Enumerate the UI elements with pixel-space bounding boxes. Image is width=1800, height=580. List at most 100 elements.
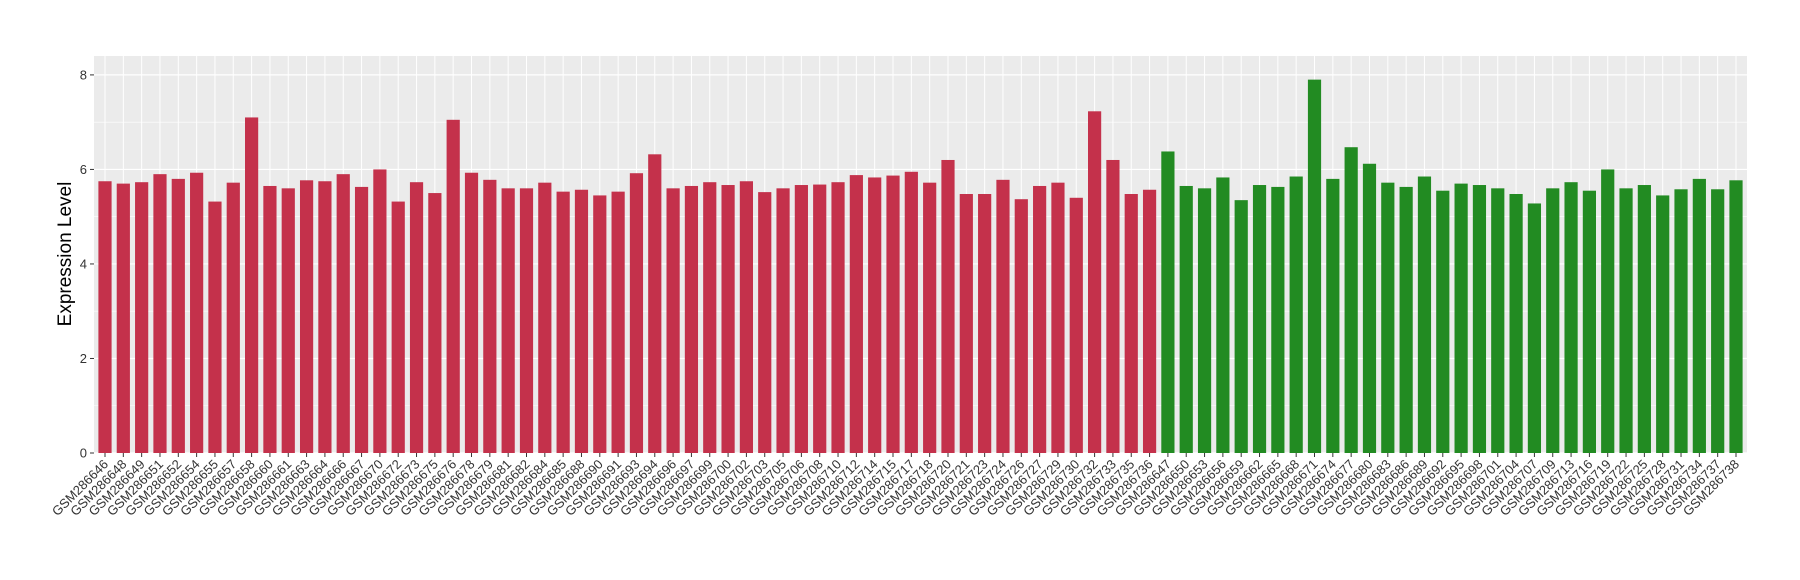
bar-GSM286654 <box>190 172 204 453</box>
bar-GSM286658 <box>245 117 259 453</box>
bar-GSM286713 <box>1564 182 1578 454</box>
bar-GSM286668 <box>1289 176 1303 453</box>
bar-GSM286736 <box>1142 189 1157 453</box>
bar-GSM286652 <box>171 178 185 453</box>
y-tick-label: 0 <box>80 446 87 461</box>
bar-GSM286705 <box>776 188 790 454</box>
bar-GSM286678 <box>464 172 479 453</box>
bar-GSM286731 <box>1674 189 1688 453</box>
bar-GSM286710 <box>831 182 845 454</box>
bar-GSM286737 <box>1711 189 1725 453</box>
bar-GSM286735 <box>1124 194 1138 453</box>
bar-GSM286729 <box>1051 182 1065 453</box>
bar-GSM286718 <box>923 182 937 453</box>
bar-GSM286725 <box>1637 185 1651 453</box>
bar-GSM286673 <box>409 182 424 454</box>
bar-GSM286675 <box>428 193 442 454</box>
bar-GSM286698 <box>1472 185 1487 453</box>
bar-GSM286720 <box>941 159 955 453</box>
bar-GSM286716 <box>1582 190 1596 454</box>
bar-GSM286655 <box>208 201 222 453</box>
bar-GSM286677 <box>1344 147 1358 454</box>
bar-GSM286667 <box>354 186 369 454</box>
bar-GSM286659 <box>1234 200 1248 453</box>
y-tick-label: 8 <box>80 67 87 82</box>
y-axis-title: Expression Level <box>55 182 76 327</box>
bar-GSM286728 <box>1656 195 1670 454</box>
bar-GSM286700 <box>721 185 735 453</box>
bar-GSM286647 <box>1161 151 1175 453</box>
bar-GSM286730 <box>1069 197 1083 453</box>
bar-GSM286696 <box>666 188 680 454</box>
bar-GSM286704 <box>1509 194 1523 453</box>
bar-GSM286727 <box>1033 185 1047 453</box>
bar-GSM286733 <box>1106 159 1120 453</box>
bar-GSM286646 <box>98 181 112 453</box>
bar-GSM286726 <box>1014 199 1028 453</box>
bar-GSM286664 <box>318 181 332 453</box>
bar-GSM286666 <box>336 174 350 453</box>
bar-GSM286719 <box>1601 169 1615 453</box>
bar-GSM286688 <box>574 189 589 453</box>
bar-GSM286692 <box>1436 190 1450 454</box>
bar-GSM286672 <box>391 201 405 453</box>
bar-GSM286681 <box>501 188 515 454</box>
bar-GSM286717 <box>904 171 918 453</box>
bar-GSM286701 <box>1491 188 1505 454</box>
bar-GSM286670 <box>373 169 387 453</box>
bar-GSM286648 <box>116 183 130 453</box>
bar-GSM286684 <box>538 182 552 453</box>
y-tick-label: 6 <box>80 162 87 177</box>
bar-GSM286702 <box>739 181 754 453</box>
bar-GSM286722 <box>1619 188 1633 454</box>
bar-GSM286690 <box>593 195 607 454</box>
bar-GSM286691 <box>611 191 625 453</box>
bar-GSM286707 <box>1527 203 1542 453</box>
bar-GSM286721 <box>959 194 973 453</box>
bar-GSM286694 <box>648 154 662 454</box>
bar-GSM286738 <box>1729 180 1743 453</box>
bars <box>98 79 1743 454</box>
y-tick-label: 2 <box>80 351 87 366</box>
bar-GSM286660 <box>263 185 277 453</box>
bar-GSM286683 <box>1381 182 1395 453</box>
bar-GSM286693 <box>629 173 644 453</box>
y-axis: 0 2 4 6 8 <box>80 67 94 461</box>
bar-GSM286674 <box>1326 178 1340 453</box>
bar-GSM286703 <box>758 192 772 453</box>
bar-GSM286649 <box>135 182 149 454</box>
bar-GSM286661 <box>281 188 295 454</box>
bar-GSM286689 <box>1417 176 1432 453</box>
bar-GSM286676 <box>446 119 460 453</box>
bar-GSM286706 <box>794 185 808 453</box>
bar-GSM286656 <box>1216 177 1230 454</box>
bar-GSM286715 <box>886 175 900 453</box>
bar-GSM286724 <box>996 179 1010 454</box>
bar-GSM286657 <box>226 182 240 453</box>
bar-GSM286671 <box>1307 79 1322 453</box>
bar-GSM286708 <box>813 184 827 454</box>
bar-GSM286665 <box>1271 186 1285 454</box>
bar-GSM286695 <box>1454 183 1468 453</box>
x-axis: GSM286646GSM286648GSM286649GSM286651GSM2… <box>49 453 1742 519</box>
bar-GSM286653 <box>1197 188 1212 454</box>
y-tick-label: 4 <box>80 256 87 271</box>
bar-GSM286714 <box>868 177 882 454</box>
bar-GSM286680 <box>1362 163 1377 453</box>
bar-GSM286734 <box>1692 178 1706 453</box>
bar-GSM286723 <box>978 194 992 453</box>
bar-GSM286651 <box>153 174 167 453</box>
bar-GSM286686 <box>1399 186 1413 454</box>
bar-GSM286679 <box>483 179 497 454</box>
bar-GSM286732 <box>1087 111 1102 454</box>
bar-GSM286685 <box>556 191 570 453</box>
bar-GSM286697 <box>684 185 699 453</box>
bar-GSM286712 <box>849 175 863 453</box>
bar-GSM286699 <box>703 182 717 454</box>
bar-GSM286662 <box>1252 185 1267 453</box>
bar-GSM286682 <box>519 188 534 454</box>
bar-GSM286650 <box>1179 185 1193 453</box>
bar-GSM286709 <box>1546 188 1560 454</box>
bar-GSM286663 <box>299 180 314 453</box>
